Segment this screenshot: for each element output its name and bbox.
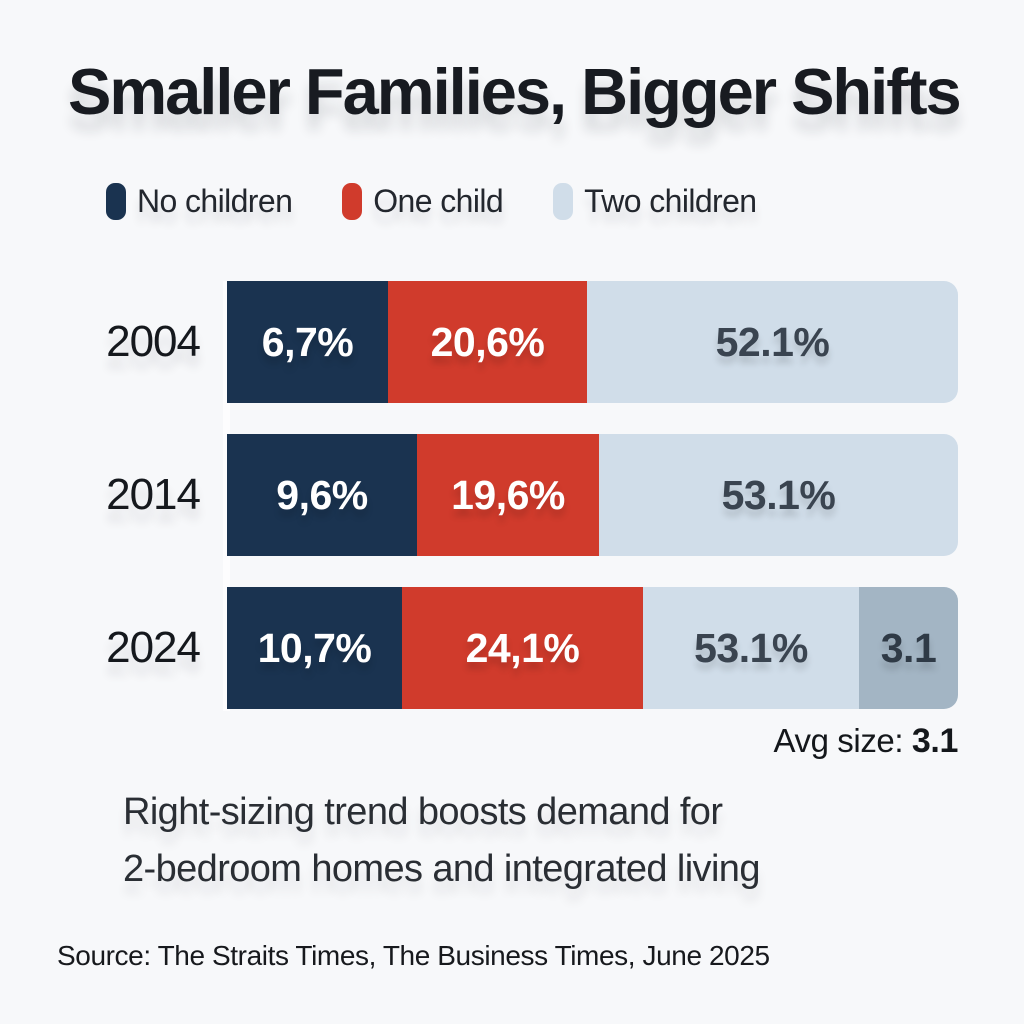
subtitle: Right-sizing trend boosts demand for 2-b… [123,784,760,898]
avg-size-value: 3.1 [911,722,958,760]
legend-item: Two children [553,183,757,220]
bar-segment-value: 10,7% [257,624,372,671]
bar-segment-value: 20,6% [430,318,545,365]
subtitle-line-1: Right-sizing trend boosts demand for [123,791,723,833]
chart-row: 2014 9,6% 19,6% 53.1% [0,434,1024,556]
year-label: 2004 [106,317,201,366]
bar-segment-value: 19,6% [451,471,565,518]
legend-swatch-icon [342,183,363,220]
avg-size-annotation: Avg size: 3.1 [458,722,958,761]
bar-track: 6,7% 20,6% 52.1% [227,281,958,403]
bar-segment-value: 3.1 [880,624,937,671]
bar-segment-value: 52.1% [715,318,830,365]
bar-segment: 3.1 [859,587,958,709]
chart-title: Smaller Families, Bigger Shifts [68,55,962,128]
source-attribution: Source: The Straits Times, The Business … [57,940,770,971]
bar-segment: 24,1% [402,587,643,709]
legend-label: No children [137,183,293,219]
bar-segment: 9,6% [227,434,417,556]
year-label: 2014 [106,470,201,519]
chart-row: 2024 10,7% 24,1% 53.1% 3.1 [0,587,1024,709]
axis-line [223,281,230,711]
bar-segment-value: 24,1% [465,624,580,671]
legend-swatch-icon [106,183,126,220]
stacked-bar-chart: 2004 6,7% 20,6% 52.1% 2014 9,6% 19,6% 53.1% 2024… [0,281,1024,740]
avg-size-label: Avg size: [773,722,912,759]
year-label: 2024 [106,623,201,672]
legend-item: No children [106,183,293,220]
bar-segment: 20,6% [388,281,587,403]
legend-label: One child [373,183,504,219]
bar-segment-value: 53.1% [694,624,808,671]
bar-segment-value: 6,7% [261,318,354,365]
bar-segment: 53.1% [643,587,859,709]
legend-label: Two children [584,183,757,219]
chart-rows: 2004 6,7% 20,6% 52.1% 2014 9,6% 19,6% 53.1% 2024… [0,281,1024,709]
bar-segment: 10,7% [227,587,402,709]
subtitle-line-2: 2-bedroom homes and integrated living [123,848,760,890]
bar-segment: 19,6% [417,434,599,556]
bar-segment-value: 53.1% [721,471,836,518]
chart-row: 2004 6,7% 20,6% 52.1% [0,281,1024,403]
legend: No children One child Two children [106,183,757,220]
bar-segment: 53.1% [599,434,958,556]
legend-item: One child [342,183,504,220]
bar-segment: 6,7% [227,281,388,403]
bar-segment: 52.1% [587,281,958,403]
bar-segment-value: 9,6% [276,471,368,518]
legend-swatch-icon [553,183,574,220]
bar-track: 10,7% 24,1% 53.1% 3.1 [227,587,958,709]
bar-track: 9,6% 19,6% 53.1% [227,434,958,556]
